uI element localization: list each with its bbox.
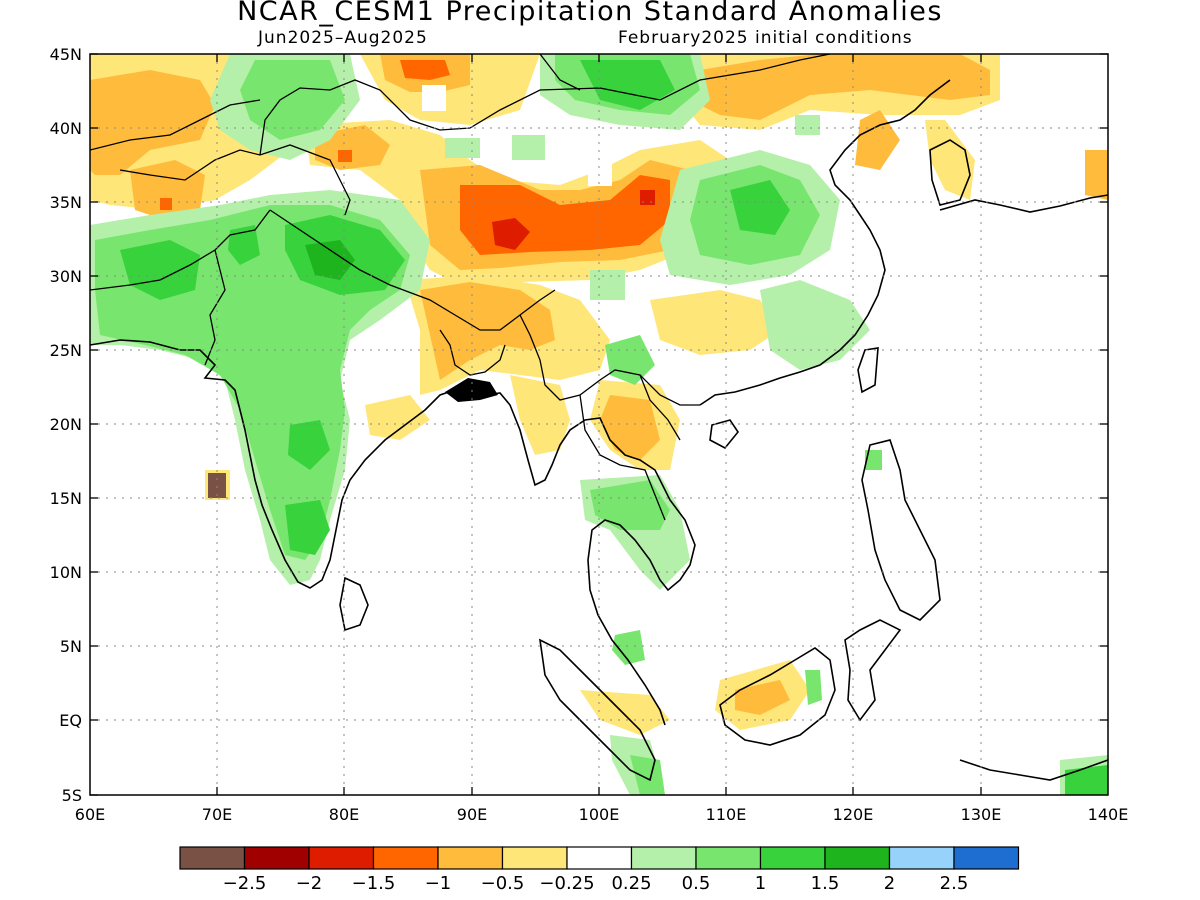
dry-anomaly-areas (90, 54, 1108, 735)
colorbar-label: −1.5 (352, 873, 396, 894)
new-guinea-outline (959, 759, 1108, 781)
colorbar-label: −2 (296, 873, 323, 894)
axis-ticks (90, 53, 1108, 796)
colorbar-swatch (437, 846, 504, 870)
sulawesi-outline (844, 619, 902, 722)
lon-label: 70E (202, 805, 232, 824)
sumatra-outline (538, 638, 656, 782)
colorbar: −2.5 −2 −1.5 −1 −0.5 −0.25 0.25 0.5 1 1.5 2 2.5 (179, 846, 1020, 894)
colorbar-label: 0.5 (682, 873, 711, 894)
philippines-outline (861, 439, 941, 621)
wet-anomaly-areas (90, 54, 1108, 795)
lon-label: 80E (329, 805, 359, 824)
lon-label: 60E (75, 805, 105, 824)
lat-label: 10N (50, 563, 82, 582)
lat-label: 35N (50, 193, 82, 212)
dry-core-west (160, 198, 172, 210)
korea-outline (929, 139, 971, 206)
lon-label: 90E (457, 805, 487, 824)
colorbar-swatch (243, 846, 310, 870)
colorbar-label: 0.25 (611, 873, 651, 894)
colorbar-swatch (630, 846, 697, 870)
colorbar-label: 1.5 (811, 873, 840, 894)
lon-label: 130E (961, 805, 1002, 824)
lat-label: 20N (50, 415, 82, 434)
lon-label: 140E (1088, 805, 1129, 824)
country-borders (90, 54, 831, 521)
colorbar-swatch (501, 846, 568, 870)
colorbar-label: 2.5 (940, 873, 969, 894)
lon-label: 110E (706, 805, 747, 824)
lat-label: 25N (50, 341, 82, 360)
japan-outline (939, 194, 1108, 213)
taiwan-outline (857, 347, 879, 394)
lat-label: 5N (60, 637, 82, 656)
latitude-labels: 45N 40N 35N 30N 25N 20N 15N 10N 5N EQ 5S (50, 45, 82, 805)
colorbar-label: −0.5 (481, 873, 525, 894)
extreme-dry-cell (208, 473, 226, 498)
colorbar-label: −0.25 (539, 873, 594, 894)
colorbar-swatch (888, 846, 955, 870)
lat-label: 15N (50, 489, 82, 508)
lat-label: 40N (50, 119, 82, 138)
colorbar-swatch (953, 846, 1020, 870)
anomaly-shading (90, 54, 1108, 795)
lat-label: EQ (59, 711, 82, 730)
forecast-period: Jun2025–Aug2025 (258, 28, 428, 48)
lon-label: 120E (833, 805, 874, 824)
colorbar-label: −2.5 (223, 873, 267, 894)
colorbar-swatch (695, 846, 762, 870)
colorbar-swatch (566, 846, 633, 870)
colorbar-swatch (824, 846, 891, 870)
colorbar-swatch (372, 846, 439, 870)
map-title: NCAR_CESM1 Precipitation Standard Anomal… (237, 0, 943, 27)
colorbar-swatch (179, 846, 246, 870)
hainan-outline (709, 419, 739, 450)
longitude-labels: 60E 70E 80E 90E 100E 110E 120E 130E 140E (75, 805, 1129, 824)
lat-label: 45N (50, 45, 82, 64)
graticule (90, 54, 1108, 795)
colorbar-label: −1 (425, 873, 452, 894)
colorbar-label: 1 (755, 873, 766, 894)
initial-conditions: February2025 initial conditions (618, 28, 913, 48)
colorbar-swatch (308, 846, 375, 870)
lat-label: 30N (50, 267, 82, 286)
sri-lanka-outline (339, 576, 369, 632)
borneo-outline (719, 647, 836, 746)
colorbar-swatch (759, 846, 826, 870)
lat-label: 5S (62, 786, 82, 805)
colorbar-label: 2 (884, 873, 895, 894)
coastlines (90, 79, 1108, 782)
lon-label: 100E (579, 805, 620, 824)
